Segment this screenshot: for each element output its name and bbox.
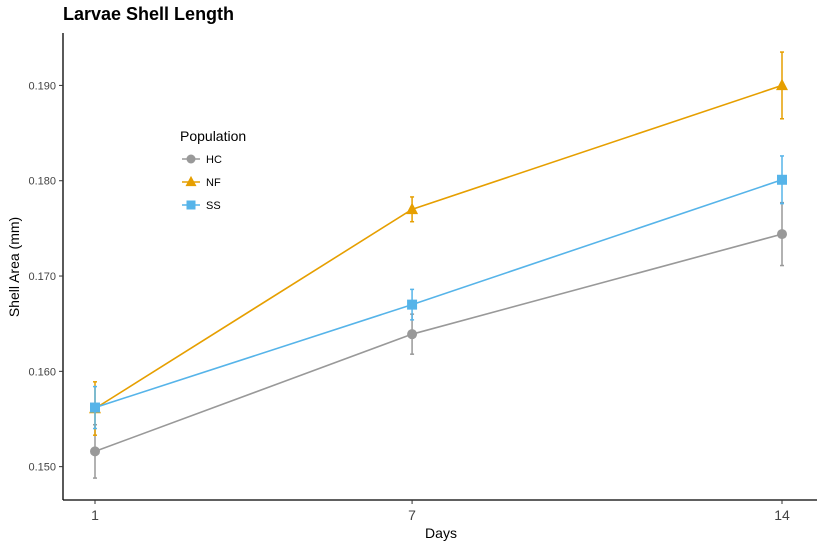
legend-marker-ss xyxy=(186,200,196,210)
legend: Population HC NF SS xyxy=(180,128,246,212)
x-tick-label: 7 xyxy=(408,507,416,523)
data-point-hc xyxy=(777,229,787,240)
data-point-hc xyxy=(90,446,100,457)
legend-label-nf: NF xyxy=(206,177,221,189)
y-tick-label: 0.190 xyxy=(28,80,56,92)
legend-label-hc: HC xyxy=(206,154,222,166)
legend-title: Population xyxy=(180,128,246,144)
legend-marker-hc xyxy=(186,154,196,164)
legend-label-ss: SS xyxy=(206,200,221,212)
y-tick-label: 0.150 xyxy=(28,462,56,474)
data-point-hc xyxy=(407,329,418,340)
series-line-hc xyxy=(94,233,783,453)
y-tick-label: 0.180 xyxy=(28,176,56,188)
data-point-ss xyxy=(407,299,418,310)
y-tick-label: 0.170 xyxy=(28,271,56,283)
x-tick-label: 14 xyxy=(774,507,790,523)
x-axis-title: Days xyxy=(425,525,457,541)
legend-marker-nf xyxy=(185,175,197,187)
data-point-ss xyxy=(90,402,100,413)
data-point-ss xyxy=(777,174,787,185)
series-line-ss xyxy=(94,179,783,409)
y-axis-title: Shell Area (mm) xyxy=(6,217,22,317)
data-point-nf xyxy=(406,202,419,215)
y-tick-label: 0.160 xyxy=(28,366,56,378)
plot-area: 0.150 0.160 0.170 0.180 0.190 1 7 14 xyxy=(28,33,817,523)
data-point-nf xyxy=(776,78,788,91)
x-tick-label: 1 xyxy=(91,507,99,523)
chart-title: Larvae Shell Length xyxy=(63,4,234,24)
